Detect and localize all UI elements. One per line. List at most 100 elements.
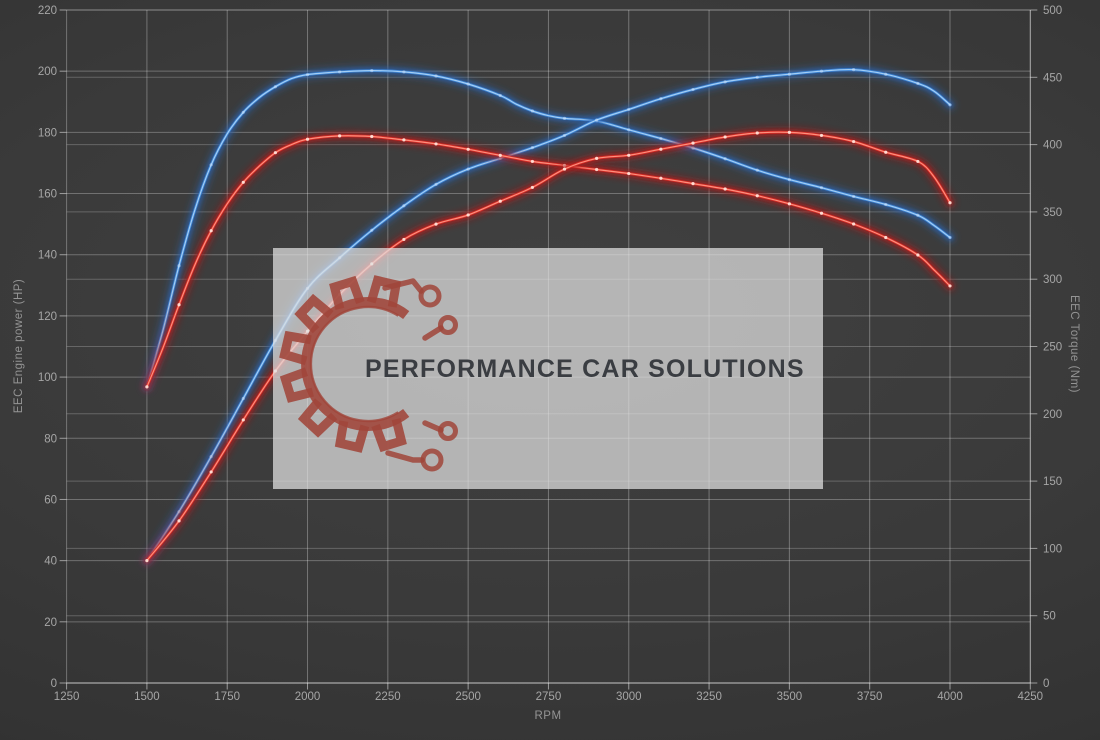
data-point-torque_blue bbox=[787, 177, 791, 182]
data-point-power_blue bbox=[595, 118, 599, 122]
data-point-torque_red bbox=[434, 142, 438, 146]
y-right-tick-label: 0 bbox=[1043, 678, 1049, 690]
x-tick-label: 4250 bbox=[1018, 691, 1044, 703]
data-point-torque_blue bbox=[177, 264, 181, 268]
data-point-power_blue bbox=[948, 103, 952, 107]
gear-ring bbox=[301, 297, 410, 431]
data-point-power_blue bbox=[209, 455, 213, 459]
data-point-power_blue bbox=[241, 396, 245, 401]
data-point-power_blue bbox=[370, 228, 374, 232]
data-point-torque_blue bbox=[434, 74, 438, 78]
gear-tooth bbox=[366, 275, 402, 308]
data-point-torque_blue bbox=[819, 186, 824, 190]
data-point-power_blue bbox=[466, 167, 470, 171]
y-right-tick-label: 250 bbox=[1043, 342, 1062, 354]
data-point-power_red bbox=[755, 131, 759, 135]
data-point-torque_red bbox=[498, 153, 502, 157]
gear-inner-arc bbox=[309, 305, 399, 423]
gear-tooth bbox=[334, 420, 370, 453]
y-right-tick-label: 400 bbox=[1043, 140, 1062, 152]
data-point-torque_blue bbox=[273, 85, 278, 89]
data-point-power_red bbox=[402, 237, 406, 242]
data-point-torque_red bbox=[852, 222, 856, 226]
gear-tooth bbox=[297, 398, 338, 438]
x-tick-label: 4000 bbox=[937, 691, 963, 703]
data-point-power_blue bbox=[884, 72, 888, 76]
y-axis-title-left: EEC Engine power (HP) bbox=[13, 278, 25, 414]
x-tick-label: 2000 bbox=[295, 691, 321, 703]
data-point-torque_red bbox=[819, 211, 824, 215]
data-point-torque_blue bbox=[852, 194, 856, 199]
data-point-torque_blue bbox=[659, 136, 663, 141]
data-point-torque_red bbox=[595, 167, 599, 172]
data-point-power_red bbox=[852, 139, 856, 144]
data-point-power_red bbox=[241, 418, 245, 422]
data-point-torque_blue bbox=[241, 110, 245, 114]
y-left-tick-label: 220 bbox=[38, 5, 57, 17]
data-point-power_red bbox=[209, 470, 213, 474]
y-right-tick-label: 50 bbox=[1043, 611, 1056, 623]
x-tick-label: 3250 bbox=[696, 691, 722, 703]
data-point-torque_red bbox=[627, 171, 631, 176]
data-point-torque_red bbox=[177, 303, 181, 307]
data-point-power_red bbox=[595, 156, 599, 160]
data-point-torque_blue bbox=[338, 70, 342, 74]
circuit-trace bbox=[422, 325, 444, 341]
data-point-torque_red bbox=[530, 159, 534, 164]
data-point-torque_red bbox=[145, 385, 149, 389]
curve-torque_blue bbox=[140, 64, 957, 394]
data-point-power_blue bbox=[916, 81, 920, 86]
data-point-power_blue bbox=[434, 182, 438, 186]
y-right-tick-label: 300 bbox=[1043, 274, 1062, 286]
y-left-tick-label: 180 bbox=[38, 127, 57, 139]
data-point-power_red bbox=[562, 167, 567, 171]
data-point-torque_blue bbox=[755, 168, 759, 172]
x-tick-label: 2750 bbox=[536, 691, 562, 703]
watermark-brand-text: PERFORMANCE CAR SOLUTIONS bbox=[365, 355, 805, 383]
data-point-power_red bbox=[145, 559, 149, 563]
y-left-tick-label: 140 bbox=[38, 250, 57, 262]
y-right-tick-label: 450 bbox=[1043, 72, 1062, 84]
y-left-tick-label: 40 bbox=[44, 556, 57, 568]
data-point-torque_red bbox=[370, 134, 374, 139]
y-left-tick-label: 100 bbox=[38, 372, 57, 384]
y-right-tick-label: 350 bbox=[1043, 207, 1062, 219]
data-point-torque_red bbox=[916, 253, 920, 257]
data-point-torque_red bbox=[338, 134, 342, 138]
x-tick-label: 1500 bbox=[134, 691, 160, 703]
data-point-torque_red bbox=[209, 229, 213, 233]
y-right-tick-label: 200 bbox=[1043, 409, 1062, 421]
data-point-power_blue bbox=[691, 87, 695, 92]
data-point-torque_blue bbox=[466, 82, 470, 86]
data-point-power_blue bbox=[627, 107, 631, 112]
y-left-tick-label: 60 bbox=[44, 494, 57, 506]
circuit-node bbox=[438, 315, 458, 335]
y-right-tick-label: 100 bbox=[1043, 543, 1062, 555]
y-left-tick-label: 0 bbox=[51, 678, 57, 690]
circuit-trace bbox=[382, 278, 424, 294]
x-tick-label: 3500 bbox=[777, 691, 803, 703]
data-point-torque_red bbox=[691, 182, 695, 186]
data-point-power_red bbox=[627, 153, 631, 157]
x-axis-title: RPM bbox=[534, 710, 562, 722]
data-point-torque_red bbox=[659, 176, 663, 180]
x-tick-label: 2250 bbox=[375, 691, 401, 703]
data-point-torque_red bbox=[466, 147, 470, 151]
data-point-power_blue bbox=[852, 68, 856, 72]
data-point-power_red bbox=[177, 519, 181, 523]
data-point-power_red bbox=[498, 199, 502, 203]
data-point-power_blue bbox=[787, 72, 791, 76]
gear-tooth bbox=[329, 275, 365, 310]
watermark-panel: PERFORMANCE CAR SOLUTIONS bbox=[273, 248, 823, 489]
gear-tooth bbox=[294, 293, 334, 334]
data-point-power_blue bbox=[530, 146, 534, 150]
x-tick-label: 1750 bbox=[214, 691, 240, 703]
data-point-torque_red bbox=[755, 194, 759, 198]
circuit-node bbox=[420, 448, 444, 472]
circuit-trace bbox=[385, 450, 425, 463]
data-point-torque_blue bbox=[402, 70, 406, 74]
data-point-torque_blue bbox=[562, 116, 567, 120]
data-point-torque_blue bbox=[209, 163, 213, 167]
y-right-tick-label: 500 bbox=[1043, 5, 1062, 17]
